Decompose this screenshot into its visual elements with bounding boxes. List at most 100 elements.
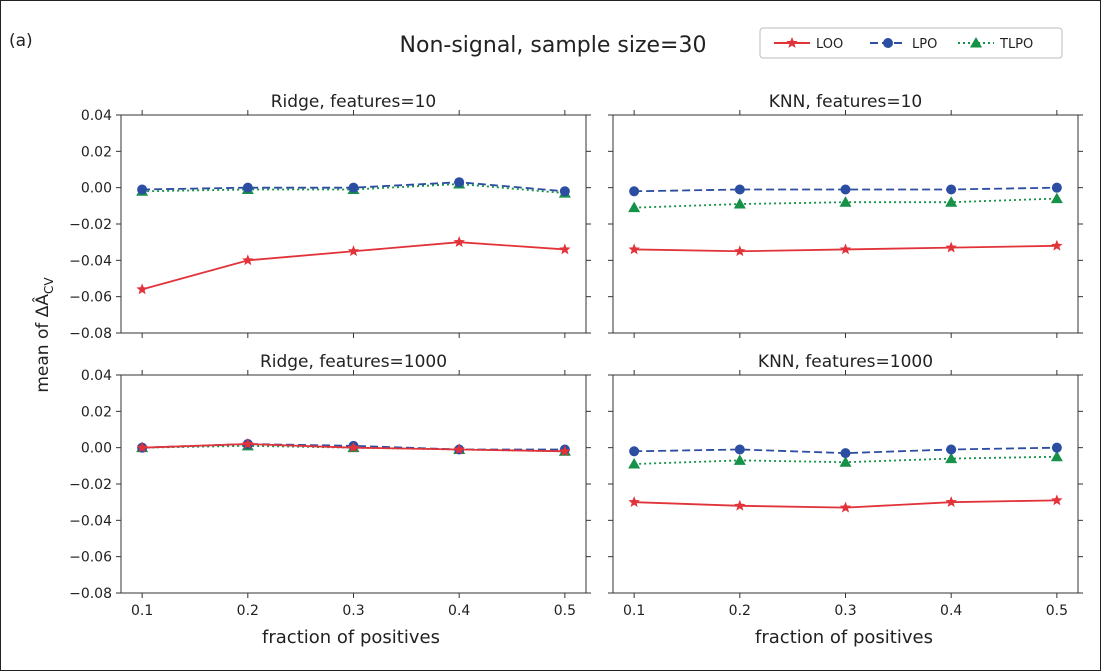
data-point-lpo bbox=[946, 444, 957, 455]
y-tick-label: −0.04 bbox=[69, 253, 112, 269]
data-point-lpo bbox=[137, 184, 148, 195]
legend: LOO LPO TLPO bbox=[759, 27, 1063, 59]
data-point-lpo bbox=[1051, 442, 1062, 453]
x-tick-label: 0.1 bbox=[131, 603, 153, 619]
data-point-loo bbox=[559, 243, 571, 255]
data-point-loo bbox=[628, 243, 640, 255]
y-tick-label: 0.00 bbox=[81, 181, 112, 197]
data-point-loo bbox=[1051, 494, 1063, 506]
y-axis-label-group: mean of ΔÂCV bbox=[31, 277, 56, 393]
x-tick-label: 0.5 bbox=[1046, 603, 1068, 619]
data-point-tlpo bbox=[628, 201, 641, 213]
y-axis-label-sub: CV bbox=[42, 277, 56, 294]
data-point-loo bbox=[136, 441, 148, 453]
data-point-loo bbox=[136, 283, 148, 295]
series-loo bbox=[628, 494, 1063, 513]
data-point-tlpo bbox=[733, 454, 746, 465]
panel-title: KNN, features=1000 bbox=[758, 352, 933, 372]
axes-frame bbox=[120, 374, 587, 594]
data-point-lpo bbox=[454, 177, 465, 188]
series-loo bbox=[628, 239, 1063, 257]
data-point-lpo bbox=[734, 184, 745, 195]
data-point-loo bbox=[453, 443, 465, 455]
data-point-loo bbox=[945, 496, 957, 508]
x-tick-label: 0.1 bbox=[623, 603, 645, 619]
legend-item-loo: LOO bbox=[774, 37, 843, 52]
data-point-tlpo bbox=[839, 456, 852, 467]
axes-frame bbox=[612, 374, 1079, 594]
y-tick-label: 0.04 bbox=[81, 108, 112, 124]
data-point-lpo bbox=[629, 446, 640, 457]
data-point-loo bbox=[628, 496, 640, 508]
y-tick-label: −0.04 bbox=[69, 513, 112, 529]
chart-panel-3: Ridge, features=1000 0.04 0.02 0.00 −0.02 −0.… bbox=[69, 352, 591, 619]
data-point-lpo bbox=[348, 182, 359, 193]
y-tick-label: −0.08 bbox=[69, 586, 112, 602]
data-point-tlpo bbox=[1050, 450, 1063, 462]
data-point-lpo bbox=[840, 448, 851, 459]
y-tick-label: 0.00 bbox=[81, 441, 112, 457]
legend-label-loo: LOO bbox=[816, 37, 843, 52]
x-axis-label-right: fraction of positives bbox=[755, 627, 933, 648]
data-point-loo bbox=[347, 245, 360, 257]
data-point-lpo bbox=[840, 184, 851, 195]
y-tick-label: −0.02 bbox=[69, 217, 112, 233]
data-point-loo bbox=[559, 445, 571, 457]
legend-item-tlpo: TLPO bbox=[958, 37, 1033, 52]
x-axis-label-left: fraction of positives bbox=[262, 627, 440, 648]
panel-label: (a) bbox=[9, 31, 33, 51]
data-point-loo bbox=[839, 501, 852, 513]
x-tick-label: 0.2 bbox=[729, 603, 751, 619]
y-tick-label: 0.02 bbox=[81, 404, 112, 420]
y-tick-label: −0.06 bbox=[69, 550, 112, 566]
data-point-tlpo bbox=[945, 452, 958, 464]
data-point-lpo bbox=[1051, 182, 1062, 193]
data-point-lpo bbox=[734, 444, 745, 455]
chart-panel-4: KNN, features=1000 0.1 0.2 0.3 0.4 0.5 bbox=[608, 352, 1083, 619]
y-tick-label: 0.04 bbox=[81, 368, 112, 384]
series-lpo bbox=[629, 182, 1062, 197]
x-tick-label: 0.3 bbox=[342, 603, 364, 619]
x-tick-label: 0.2 bbox=[237, 603, 259, 619]
data-point-loo bbox=[945, 241, 957, 253]
legend-label-lpo: LPO bbox=[912, 37, 937, 52]
legend-marker-loo bbox=[786, 37, 798, 48]
chart-panel-1: Ridge, features=10 0.04 0.02 0.00 −0.02 −0.04… bbox=[69, 92, 591, 342]
panel-title: Ridge, features=1000 bbox=[260, 352, 447, 372]
y-tick-label: 0.02 bbox=[81, 144, 112, 160]
axes-frame bbox=[612, 114, 1079, 334]
x-tick-label: 0.5 bbox=[554, 603, 576, 619]
chart-panel-2: KNN, features=10 bbox=[608, 92, 1083, 338]
data-point-loo bbox=[734, 245, 746, 257]
data-point-loo bbox=[453, 236, 465, 248]
y-tick-label: −0.02 bbox=[69, 477, 112, 493]
series-loo bbox=[136, 236, 571, 295]
data-point-lpo bbox=[559, 186, 570, 197]
data-point-tlpo bbox=[839, 196, 852, 207]
panel-title: Ridge, features=10 bbox=[271, 92, 437, 112]
data-point-tlpo bbox=[733, 198, 746, 209]
data-point-tlpo bbox=[1050, 192, 1063, 204]
y-axis-label-main: mean of ΔÂ bbox=[31, 294, 53, 393]
data-point-loo bbox=[347, 441, 360, 453]
y-tick-label: −0.06 bbox=[69, 290, 112, 306]
data-point-lpo bbox=[946, 184, 957, 195]
data-point-lpo bbox=[629, 186, 640, 197]
legend-box bbox=[759, 27, 1063, 59]
data-point-loo bbox=[1051, 239, 1063, 251]
data-point-lpo bbox=[242, 182, 253, 193]
panel-title: KNN, features=10 bbox=[769, 92, 923, 112]
legend-marker-lpo bbox=[883, 38, 893, 48]
legend-item-lpo: LPO bbox=[870, 37, 937, 52]
series-loo bbox=[136, 438, 571, 457]
figure-title: Non-signal, sample size=30 bbox=[400, 33, 707, 58]
x-tick-label: 0.3 bbox=[834, 603, 856, 619]
x-tick-label: 0.4 bbox=[940, 603, 962, 619]
data-point-tlpo bbox=[945, 196, 958, 207]
legend-label-tlpo: TLPO bbox=[999, 37, 1033, 52]
axes-frame bbox=[120, 114, 587, 334]
series-lpo bbox=[137, 177, 570, 197]
y-tick-label: −0.08 bbox=[69, 326, 112, 342]
